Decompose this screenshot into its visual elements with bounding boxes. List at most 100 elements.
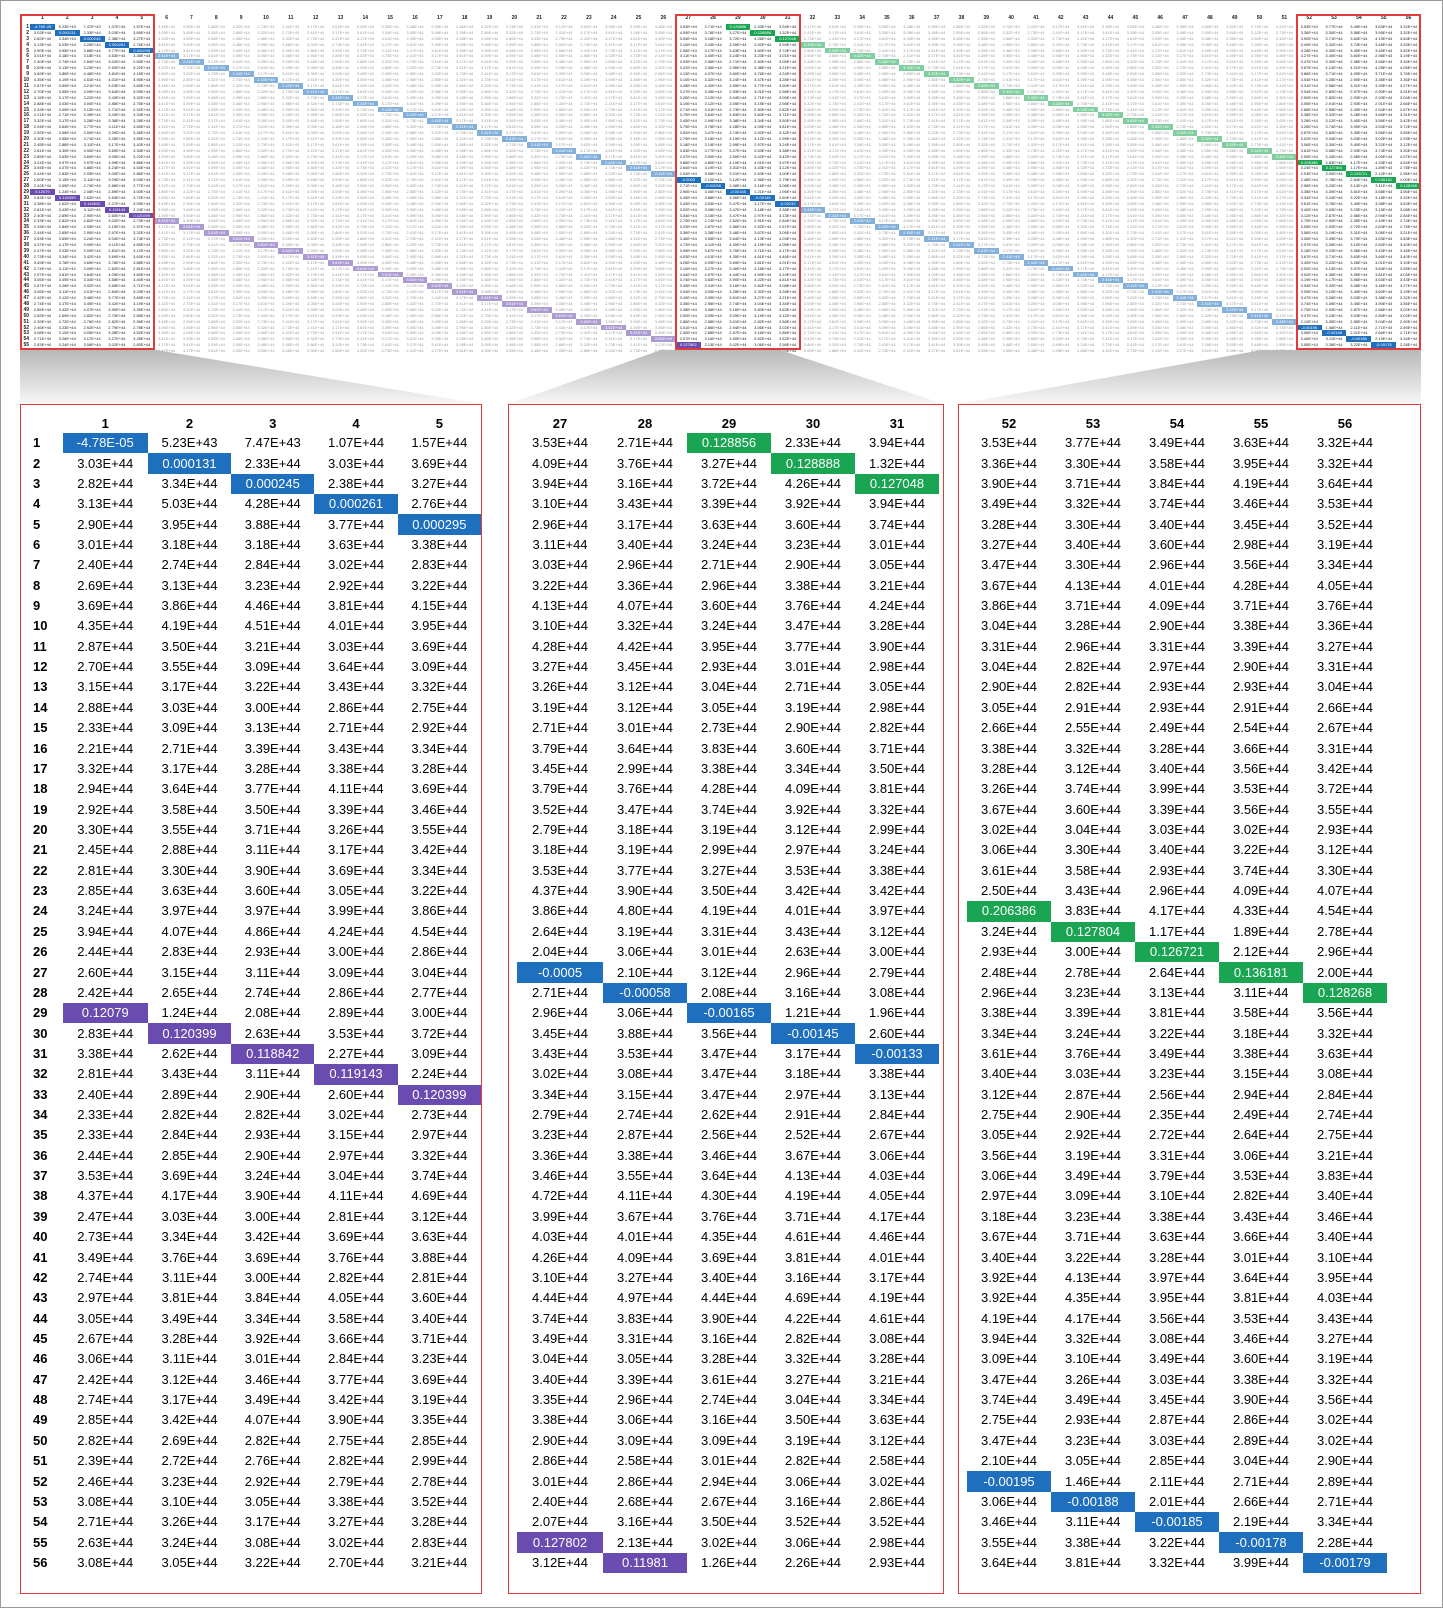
table-row: 3.36E+44 3.30E+44 3.58E+44 3.95E+44 3.32E+44 <box>967 453 1387 473</box>
overview-cell: 3.38E+44 <box>754 65 772 71</box>
overview-cell: 2.73E+44 <box>182 300 201 306</box>
overview-cell: 2.95E+44 <box>282 342 300 348</box>
overview-cell: 3.61E+44 <box>1275 247 1293 253</box>
overview-cell: 3.39E+44 <box>1226 53 1244 59</box>
overview-cell: 2.95E+44 <box>505 100 523 106</box>
overview-cell: 2.73E+44 <box>232 194 250 200</box>
overview-cell: 2.95E+44 <box>356 183 374 189</box>
overview-cell: 2.41E+44 <box>853 100 871 106</box>
overview-highlighted-cell: 3.61E+44 <box>328 259 353 266</box>
overview-cell: 3.39E+44 <box>1201 283 1219 289</box>
overview-cell: 3.39E+44 <box>903 94 921 100</box>
table-cell: 3.64E+44 <box>1232 1269 1290 1285</box>
table-cell: 3.77E+44 <box>244 781 301 797</box>
table-cell: 3.17E+44 <box>244 1514 301 1530</box>
overview-cell: 3.81E+44 <box>754 259 772 265</box>
overview-cell: 3.39E+44 <box>903 35 921 41</box>
table-row: 2.07E+44 3.16E+44 3.50E+44 3.52E+44 3.52E+44 <box>517 1512 939 1532</box>
overview-cell: 3.94E+44 <box>1300 283 1318 289</box>
overview-cell: 3.17E+44 <box>431 230 449 236</box>
overview-cell: 3.48E+44 <box>232 100 250 106</box>
overview-cell: 3.05E+44 <box>456 159 474 165</box>
table-cell: 2.98E+44 <box>868 659 926 675</box>
overview-cell: 3.30E+44 <box>33 135 52 141</box>
highlighted-cell: 0.127048 <box>855 473 939 495</box>
overview-cell: 2.73E+44 <box>629 348 648 354</box>
table-cell: 3.38E+44 <box>1232 1371 1290 1387</box>
overview-cell: 3.05E+44 <box>1250 112 1269 118</box>
overview-cell: 3.61E+44 <box>381 94 399 100</box>
overview-cell: 3.61E+44 <box>381 330 399 336</box>
overview-cell: 3.38E+44 <box>108 330 126 336</box>
overview-cell: 3.05E+44 <box>207 277 225 283</box>
overview-highlighted-cell: 2.41E+44 <box>203 65 229 72</box>
table-cell: 2.35E+44 <box>1148 1107 1206 1123</box>
table-cell: 3.63E+44 <box>161 883 218 899</box>
overview-cell: 3.39E+44 <box>331 312 350 318</box>
overview-cell: 2.86E+44 <box>927 253 946 259</box>
overview-cell: 2.95E+44 <box>1151 253 1169 259</box>
overview-cell: 3.39E+44 <box>331 77 350 83</box>
overview-column-header: 49 <box>1231 15 1238 21</box>
overview-cell: 2.73E+44 <box>331 159 350 165</box>
overview-cell: 3.05E+44 <box>1275 295 1293 301</box>
overview-cell: 3.17E+44 <box>1052 141 1070 147</box>
overview-cell: 3.48E+44 <box>1201 94 1219 100</box>
table-cell: 4.03E+44 <box>1316 1290 1374 1306</box>
table-row: 3.46E+44 3.11E+44 -0.00185 2.19E+44 3.34E+44 <box>967 1512 1387 1533</box>
row-label: 7 <box>33 557 41 573</box>
overview-cell: 3.17E+44 <box>480 242 499 248</box>
overview-cell: 2.41E+44 <box>307 206 325 212</box>
overview-highlighted-cell: 3.32E+44 <box>1197 135 1223 142</box>
overview-cell: 3.05E+44 <box>952 218 971 224</box>
table-cell: 3.38E+44 <box>77 1045 134 1061</box>
overview-cell: 3.56E+44 <box>1350 277 1368 283</box>
overview-cell: 2.96E+44 <box>1350 153 1368 159</box>
overview-cell: 3.39E+44 <box>803 306 822 312</box>
overview-column-header: 53 <box>1331 15 1337 21</box>
overview-cell: 3.32E+44 <box>903 300 921 306</box>
table-cell: 4.33E+44 <box>1232 903 1290 919</box>
overview-cell: 3.50E+44 <box>729 336 747 342</box>
overview-cell: 3.39E+44 <box>903 271 921 277</box>
overview-cell: 2.73E+44 <box>580 159 598 165</box>
table-cell: 2.66E+44 <box>980 720 1038 736</box>
table-cell: 3.58E+44 <box>328 1310 385 1326</box>
overview-cell: 3.61E+44 <box>605 206 623 212</box>
table-cell: 2.96E+44 <box>784 964 842 980</box>
overview-cell: 2.86E+44 <box>952 24 971 29</box>
highlighted-cell: -4.78E-05 <box>62 433 148 454</box>
overview-cell: 3.61E+44 <box>1201 171 1219 177</box>
overview-cell: 2.73E+44 <box>853 224 871 230</box>
overview-cell: 3.39E+44 <box>1052 306 1070 312</box>
overview-cell: 2.90E+44 <box>33 47 52 53</box>
table-cell: 2.93E+44 <box>980 944 1038 960</box>
overview-cell: 3.61E+44 <box>952 171 971 177</box>
overview-cell: 3.17E+44 <box>878 41 896 47</box>
table-cell: 3.38E+44 <box>1148 1208 1206 1224</box>
overview-cell: 3.45E+44 <box>1350 300 1368 306</box>
overview-cell: 2.95E+44 <box>232 330 250 336</box>
overview-cell: 2.95E+44 <box>406 135 424 141</box>
overview-cell: 2.82E+44 <box>1325 94 1343 100</box>
overview-cell: 3.32E+44 <box>530 271 548 277</box>
row-label: 27 <box>33 964 48 980</box>
overview-cell: 2.79E+44 <box>679 218 697 224</box>
overview-cell: 3.61E+44 <box>1250 183 1269 189</box>
table-cell: 2.87E+44 <box>1148 1412 1206 1428</box>
overview-cell: 2.41E+44 <box>530 24 548 29</box>
row-label: 54 <box>33 1514 48 1530</box>
table-cell: 2.73E+44 <box>411 1107 468 1123</box>
table-cell: 3.83E+44 <box>1064 903 1122 919</box>
overview-highlighted-cell: 0.136181 <box>1371 177 1397 184</box>
overview-cell: 2.86E+44 <box>232 324 250 330</box>
overview-cell: 3.17E+44 <box>803 259 822 265</box>
overview-cell: 3.61E+44 <box>803 194 822 200</box>
overview-cell: 3.61E+44 <box>629 212 648 218</box>
overview-cell: 2.86E+44 <box>431 77 449 83</box>
overview-cell: 3.92E+44 <box>83 283 101 289</box>
overview-cell: 3.17E+44 <box>927 289 946 295</box>
overview-cell: 3.61E+44 <box>654 41 672 47</box>
table-cell: 3.28E+44 <box>1148 1249 1206 1265</box>
overview-cell: 3.32E+44 <box>605 112 623 118</box>
